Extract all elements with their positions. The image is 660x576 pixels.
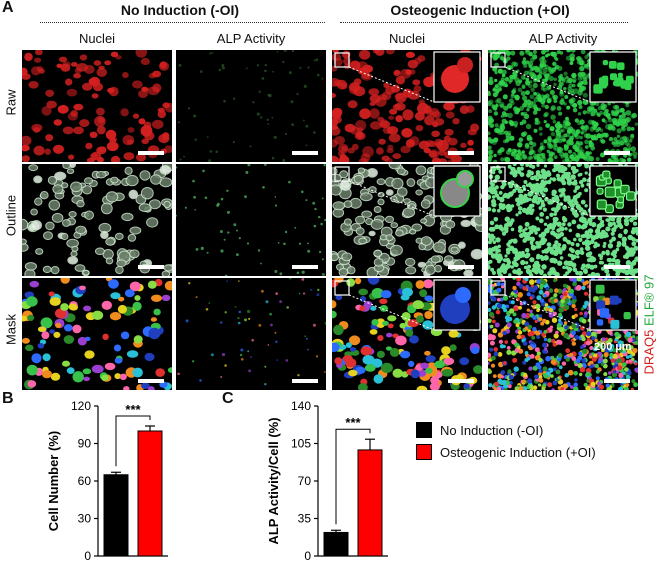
significance-stars: ***	[125, 402, 141, 417]
legend-label-osteogenic: Osteogenic Induction (+OI)	[440, 444, 596, 460]
scale-bar	[138, 151, 164, 155]
y-tick-label: 0	[84, 549, 91, 563]
scale-bar	[448, 265, 474, 269]
y-axis-label: ALP Activity/Cell (%)	[266, 417, 281, 544]
row-label-mask: Mask	[3, 313, 19, 346]
significance-bracket	[335, 428, 371, 525]
y-tick-label: 140	[291, 399, 311, 413]
stain-label-draq5: DRAQ5	[641, 329, 657, 375]
image-tile	[332, 50, 482, 162]
stain-legend: DRAQ5 ELF® 97	[642, 245, 657, 405]
panel-letter-c: C	[222, 390, 234, 407]
chart-cell-number: 0 30 60 90 120 Cell Number (%) ***	[46, 399, 168, 563]
scale-bar	[604, 151, 630, 155]
image-tile	[176, 50, 326, 162]
y-tick-label: 30	[78, 512, 92, 526]
image-tile	[176, 164, 326, 276]
bar	[103, 474, 129, 557]
scale-bar	[138, 379, 164, 383]
bar	[323, 531, 349, 557]
image-tile	[22, 50, 172, 162]
scale-bar	[448, 379, 474, 383]
scale-bar	[292, 151, 318, 155]
group-divider-left	[40, 22, 325, 23]
legend-item-no-induction: No Induction (-OI)	[416, 422, 596, 438]
image-tile	[176, 278, 326, 390]
image-tile	[488, 50, 638, 162]
scale-bar	[448, 151, 474, 155]
y-axis-label: Cell Number (%)	[46, 431, 61, 531]
image-tile	[332, 278, 482, 390]
legend-item-osteogenic: Osteogenic Induction (+OI)	[416, 444, 596, 460]
legend-label-no-induction: No Induction (-OI)	[440, 422, 544, 438]
row-label-raw: Raw	[3, 89, 19, 116]
y-tick-label: 0	[304, 549, 311, 563]
group-title-no-induction: No Induction (-OI)	[120, 2, 240, 18]
chart-alp-activity: 0 35 70 105 140 ALP Activity/Cell (%) ***	[266, 399, 388, 563]
scale-bar	[292, 379, 318, 383]
scale-bar-label: 200 µm	[594, 341, 632, 353]
significance-bracket	[115, 415, 151, 467]
chart-legend: No Induction (-OI) Osteogenic Induction …	[416, 422, 596, 460]
image-tile	[22, 278, 172, 390]
panel-letter-b: B	[2, 390, 14, 407]
y-tick-label: 60	[78, 474, 92, 488]
col-label-nuclei-osteogenic: Nuclei	[388, 31, 426, 46]
group-title-osteogenic-induction: Osteogenic Induction (+OI)	[390, 2, 570, 18]
significance-stars: ***	[345, 415, 361, 430]
bar	[357, 449, 383, 557]
scale-bar	[604, 379, 630, 383]
stain-label-elf97: ELF® 97	[641, 274, 657, 327]
row-label-outline: Outline	[3, 194, 19, 237]
image-tile	[488, 278, 638, 390]
y-tick-label: 90	[78, 437, 92, 451]
y-tick-label: 70	[298, 474, 312, 488]
scale-bar	[604, 265, 630, 269]
bar	[137, 430, 163, 557]
scale-bar	[292, 265, 318, 269]
y-tick-label: 35	[298, 512, 312, 526]
image-tile	[22, 164, 172, 276]
image-tile	[488, 164, 638, 276]
group-divider-right	[340, 22, 628, 23]
col-label-alp-osteogenic: ALP Activity	[528, 31, 598, 46]
scale-bar	[138, 265, 164, 269]
col-label-nuclei-no-induction: Nuclei	[78, 31, 116, 46]
panel-letter-a: A	[2, 0, 14, 16]
legend-swatch-red	[416, 444, 432, 460]
y-tick-label: 120	[71, 399, 91, 413]
col-label-alp-no-induction: ALP Activity	[216, 31, 286, 46]
y-tick-label: 105	[291, 437, 311, 451]
legend-swatch-black	[416, 422, 432, 438]
image-tile	[332, 164, 482, 276]
